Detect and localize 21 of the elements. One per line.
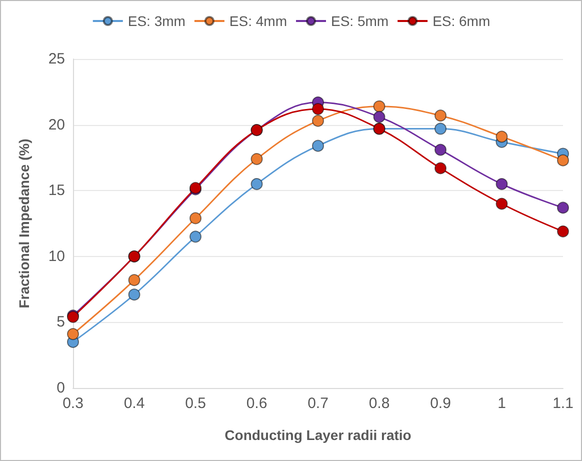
y-tick-label: 15 <box>48 182 65 200</box>
legend-label: ES: 3mm <box>128 13 186 29</box>
y-tick-label: 25 <box>48 50 65 68</box>
x-tick-label: 0.9 <box>430 395 451 412</box>
y-tick-label: 20 <box>48 116 65 134</box>
x-tick-label: 0.5 <box>185 395 206 412</box>
y-tick-label: 0 <box>56 380 65 396</box>
x-tick-label: 0.7 <box>308 395 328 412</box>
x-tick-label: 0.8 <box>368 395 390 412</box>
x-tick-label: 1.1 <box>552 395 574 412</box>
legend-label: ES: 6mm <box>432 13 490 29</box>
x-tick-label: 0.4 <box>124 395 145 412</box>
y-tick-label: 5 <box>56 314 65 331</box>
legend-label: ES: 4mm <box>229 13 288 29</box>
legend-label: ES: 5mm <box>331 13 389 29</box>
y-axis-title: Fractional Impedance (%) <box>16 138 32 308</box>
x-tick-label: 0.3 <box>62 395 84 412</box>
x-axis-title: Conducting Layer radii ratio <box>224 427 412 443</box>
x-tick-label: 0.6 <box>246 395 268 412</box>
x-tick-label: 1 <box>498 395 506 412</box>
y-tick-label: 10 <box>48 248 65 265</box>
